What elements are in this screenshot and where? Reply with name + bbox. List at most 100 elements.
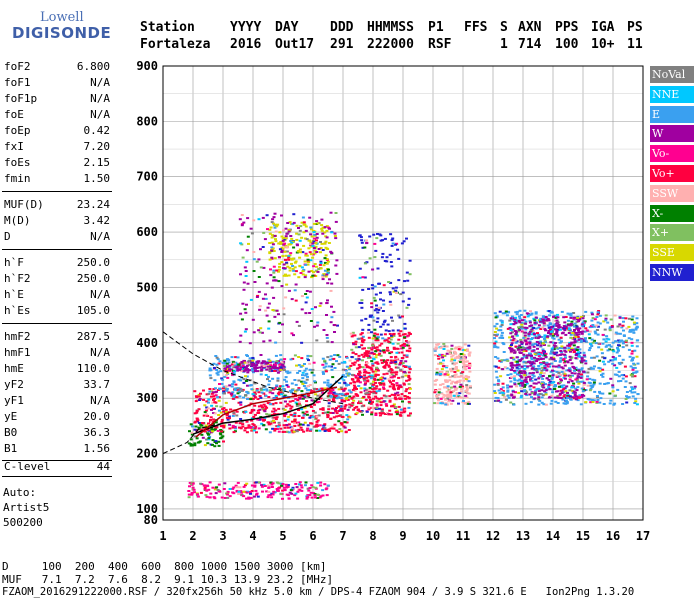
echo-point xyxy=(222,410,226,413)
echo-point xyxy=(506,389,510,392)
echo-point xyxy=(332,391,336,394)
echo-point xyxy=(627,325,631,328)
echo-point xyxy=(435,373,438,376)
echo-point xyxy=(308,290,312,293)
echo-point xyxy=(560,370,564,373)
echo-point xyxy=(297,401,301,404)
echo-point xyxy=(408,273,412,276)
echo-point xyxy=(351,373,354,376)
echo-point xyxy=(579,368,583,371)
echo-point xyxy=(226,371,230,374)
echo-point xyxy=(326,379,330,382)
echo-point xyxy=(256,398,260,400)
echo-point xyxy=(551,352,555,355)
echo-point xyxy=(525,382,529,385)
echo-point xyxy=(382,284,386,287)
echo-point xyxy=(467,344,471,347)
echo-point xyxy=(293,422,296,425)
echo-point xyxy=(310,308,314,310)
echo-point xyxy=(275,309,279,312)
echo-point xyxy=(382,373,386,376)
param-value: 1.56 xyxy=(83,442,111,455)
echo-point xyxy=(349,391,353,394)
echo-point xyxy=(387,330,391,333)
echo-point xyxy=(573,325,576,328)
echo-point xyxy=(493,331,497,333)
echo-point xyxy=(613,364,617,367)
echo-point xyxy=(382,386,385,389)
echo-point xyxy=(257,258,261,261)
echo-point xyxy=(517,391,521,394)
echo-point xyxy=(533,356,536,359)
echo-point xyxy=(626,396,630,399)
param-row: fmin 1.50 xyxy=(4,172,110,186)
echo-point xyxy=(604,345,608,348)
echo-point xyxy=(308,494,312,496)
echo-point xyxy=(394,289,398,292)
echo-point xyxy=(441,383,445,386)
echo-point xyxy=(453,371,457,373)
echo-point xyxy=(272,265,276,268)
echo-point xyxy=(268,391,272,394)
echo-point xyxy=(368,398,372,401)
echo-point xyxy=(572,397,576,400)
param-key: fxI xyxy=(4,140,24,153)
echo-point xyxy=(235,366,239,369)
param-value: N/A xyxy=(90,108,110,121)
echo-point xyxy=(205,400,209,403)
echo-point xyxy=(283,488,287,491)
echo-point xyxy=(598,390,601,393)
echo-point xyxy=(339,407,343,410)
echo-point xyxy=(259,404,263,407)
echo-point xyxy=(315,324,319,327)
echo-point xyxy=(308,312,312,314)
echo-point xyxy=(525,343,528,346)
echo-point xyxy=(590,338,594,341)
header-value-hhmmss: 222000 xyxy=(367,37,414,52)
echo-point xyxy=(368,402,372,405)
echo-point xyxy=(207,401,210,404)
echo-point xyxy=(456,369,460,372)
echo-point xyxy=(298,489,302,491)
echo-point xyxy=(232,492,236,495)
echo-point xyxy=(493,392,497,394)
echo-point xyxy=(204,409,208,412)
echo-point xyxy=(374,350,378,353)
echo-point xyxy=(382,320,386,323)
echo-point xyxy=(278,248,282,251)
echo-point xyxy=(223,361,227,364)
echo-point xyxy=(214,440,218,443)
echo-point xyxy=(511,366,515,369)
echo-point xyxy=(234,484,238,487)
echo-point xyxy=(348,416,352,419)
echo-point xyxy=(608,348,612,351)
echo-point xyxy=(249,398,253,401)
echo-point xyxy=(281,489,285,492)
echo-point xyxy=(242,361,246,364)
echo-point xyxy=(602,320,606,323)
echo-point xyxy=(268,258,272,261)
echo-point xyxy=(274,409,278,412)
echo-point xyxy=(267,358,271,361)
echo-point xyxy=(560,332,564,335)
echo-point xyxy=(462,366,466,369)
echo-point xyxy=(301,382,305,385)
echo-point xyxy=(361,276,365,279)
legend-item-w: W xyxy=(650,125,694,143)
echo-point xyxy=(340,399,344,402)
echo-point xyxy=(244,368,248,370)
echo-point xyxy=(319,260,323,263)
echo-point xyxy=(604,340,608,343)
echo-point xyxy=(270,420,274,423)
echo-point xyxy=(250,417,254,420)
echo-point xyxy=(633,387,637,390)
echo-point xyxy=(394,392,398,395)
echo-point xyxy=(243,266,247,269)
echo-point xyxy=(245,390,249,393)
echo-point xyxy=(581,370,585,373)
echo-point xyxy=(444,402,448,405)
param-value: 105.0 xyxy=(76,304,110,317)
echo-point xyxy=(319,247,323,249)
param-value: 250.0 xyxy=(76,256,110,269)
